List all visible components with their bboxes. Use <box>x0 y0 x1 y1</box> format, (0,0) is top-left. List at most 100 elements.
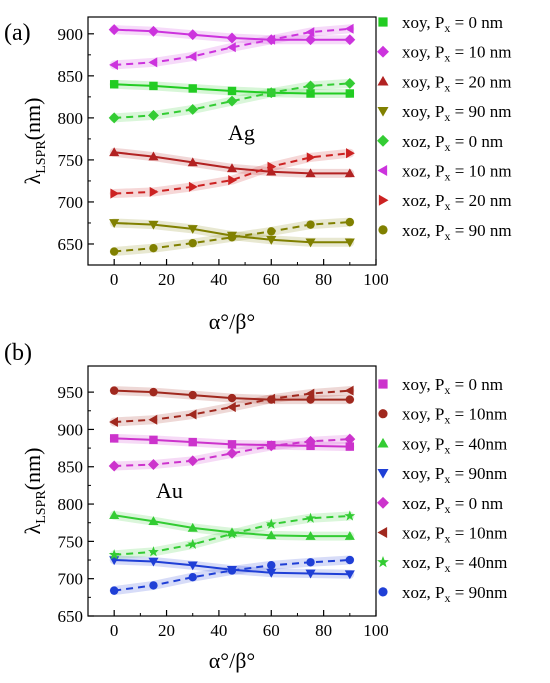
data-point <box>188 238 197 248</box>
data-point <box>109 510 120 520</box>
data-point <box>187 225 198 234</box>
data-point <box>345 555 355 565</box>
legend-marker <box>378 379 388 389</box>
legend-marker <box>377 164 388 177</box>
series-5 <box>109 385 355 428</box>
data-point <box>227 566 237 575</box>
legend-entry: xoz, Px = 20 nm <box>402 191 512 213</box>
x-tick-label: 40 <box>210 270 227 289</box>
data-point <box>188 437 197 447</box>
x-tick-label: 60 <box>263 621 280 640</box>
metal-annotation: Ag <box>228 120 255 145</box>
legend-entry: xoy, Px = 90nm <box>402 464 507 486</box>
data-point <box>266 235 277 245</box>
legend-marker <box>377 45 389 58</box>
legend-entry-sub: x <box>445 561 451 575</box>
data-point <box>187 29 199 41</box>
data-point <box>305 34 317 46</box>
data-point <box>305 512 316 523</box>
y-axis-title-unit: (nm) <box>20 98 45 141</box>
legend-entry-suffix: = 10 nm <box>450 43 511 62</box>
series-4 <box>108 77 356 124</box>
y-tick-label: 950 <box>58 383 84 402</box>
legend-marker <box>378 225 388 235</box>
y-axis-title-sub: LSPR <box>34 140 49 174</box>
legend-entry: xoy, Px = 90 nm <box>402 102 511 124</box>
data-point <box>110 188 120 199</box>
data-point <box>147 109 159 121</box>
legend-entry-sub: x <box>445 140 451 154</box>
data-point <box>305 531 316 540</box>
data-point <box>148 57 158 68</box>
data-point <box>226 402 236 413</box>
legend-entry: xoy, Px = 40nm <box>402 434 507 456</box>
series-1 <box>108 24 356 46</box>
data-point <box>148 516 159 526</box>
legend-entry-suffix: = 10nm <box>451 524 508 543</box>
metal-annotation: Au <box>156 478 183 503</box>
legend-entry-name: xoy, P <box>402 43 444 62</box>
legend-entry-suffix: = 90nm <box>451 583 508 602</box>
legend-marker <box>378 409 388 419</box>
data-point <box>266 568 277 578</box>
data-point <box>306 558 315 567</box>
data-point <box>266 34 276 45</box>
data-point <box>149 81 158 91</box>
legend-entry-sub: x <box>444 51 450 65</box>
y-tick-label: 650 <box>58 607 84 626</box>
data-point <box>109 386 119 395</box>
data-point <box>345 442 355 451</box>
legend-entry-sub: x <box>444 413 450 427</box>
data-point <box>344 34 356 46</box>
y-axis-title: λLSPR(nm) <box>20 98 49 185</box>
legend-entry-suffix: = 90 nm <box>450 102 511 121</box>
data-point <box>149 186 159 197</box>
legend-entry: xoz, Px = 0 nm <box>402 132 503 154</box>
data-point <box>148 220 159 230</box>
panel-label: (b) <box>4 340 32 366</box>
data-point <box>226 95 238 107</box>
legend-entry-suffix: = 90nm <box>450 464 507 483</box>
legend-entry-suffix: = 40nm <box>451 553 508 572</box>
data-point <box>109 80 119 89</box>
legend-marker <box>377 134 389 147</box>
legend-entry-sub: x <box>444 110 450 124</box>
panel-a: 0 20 40 60 80 100 650 700 750 800 850 900 α°/β° λLSPR… <box>4 13 512 334</box>
data-point <box>148 151 159 161</box>
legend-entry: xoy, Px = 0 nm <box>402 13 503 35</box>
legend-entry-sub: x <box>445 591 451 605</box>
legend-entry-suffix: = 20 nm <box>451 191 512 210</box>
data-point <box>267 561 276 570</box>
panel-label: (a) <box>4 20 31 46</box>
data-point <box>265 87 277 99</box>
data-point <box>345 395 355 404</box>
legend-marker <box>377 437 389 448</box>
data-point <box>265 518 277 529</box>
data-point <box>344 168 355 178</box>
data-point <box>267 227 276 236</box>
data-point <box>306 152 316 163</box>
legend-entry-name: xoz, P <box>402 221 445 240</box>
data-point <box>227 86 237 96</box>
data-point <box>227 393 237 403</box>
y-tick-label: 900 <box>58 420 84 439</box>
y-tick-label: 900 <box>58 25 84 44</box>
data-point <box>226 32 238 44</box>
data-point <box>227 233 237 242</box>
data-point <box>344 433 356 445</box>
data-point <box>148 557 159 567</box>
data-point <box>306 89 315 98</box>
x-tick-label: 40 <box>210 621 227 640</box>
legend-entry-sub: x <box>445 229 451 243</box>
legend-entry-suffix: = 20 nm <box>450 72 511 91</box>
data-point <box>305 569 316 579</box>
legend-entry: xoz, Px = 0 nm <box>402 494 503 516</box>
data-point <box>149 581 158 590</box>
data-point <box>187 409 197 420</box>
y-axis-title-sub: LSPR <box>34 490 49 524</box>
data-point <box>108 112 120 124</box>
data-point <box>306 220 315 229</box>
legend-marker <box>377 526 388 539</box>
legend-entry: xoz, Px = 90 nm <box>402 221 512 243</box>
legend-entry: xoy, Px = 20 nm <box>402 72 511 94</box>
